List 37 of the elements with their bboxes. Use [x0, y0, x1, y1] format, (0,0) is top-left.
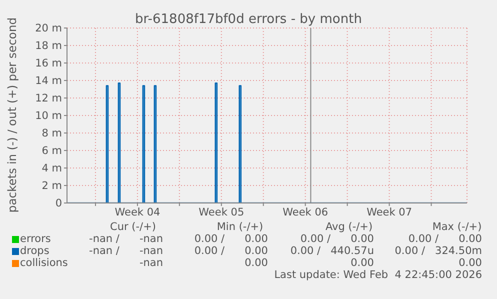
chart-title: br-61808f17bf0d errors - by month: [135, 12, 362, 27]
text: 0.00: [350, 257, 374, 269]
y-tick-label: 20 m: [35, 22, 62, 35]
text: -nan / -nan: [89, 233, 163, 245]
y-tick-label: 12 m: [35, 92, 62, 105]
text: Cur (-/+): [110, 221, 156, 233]
text: -nan: [139, 257, 163, 269]
y-axis-title: packets in (-) / out (+) per second: [5, 17, 19, 213]
text: 0.00 / 324.50m: [394, 245, 482, 257]
text: 0.00 / 0.00: [194, 245, 268, 257]
text: Last update: Wed Feb 4 22:45:00 2026: [274, 269, 482, 281]
y-tick-label: 10 m: [35, 110, 62, 122]
text: 0.00: [458, 257, 482, 269]
text: 0.00 / 0.00: [408, 233, 482, 245]
text: -nan / -nan: [89, 245, 163, 257]
text: 0.00 / 0.00: [300, 233, 374, 245]
text: 0.00 / 440.57u: [290, 245, 374, 257]
y-tick-label: 16 m: [35, 58, 62, 70]
y-tick-label: 4 m: [42, 162, 62, 175]
text: Max (-/+): [432, 221, 482, 233]
x-tick-label: Week 07: [366, 206, 412, 218]
legend-label: errors: [20, 233, 51, 245]
text: 0.00 / 0.00: [194, 233, 268, 245]
y-tick-label: 6 m: [42, 145, 62, 158]
y-tick-label: 18 m: [35, 40, 62, 52]
legend-label: drops: [20, 245, 50, 257]
legend-label: collisions: [20, 257, 68, 269]
y-tick-label: 8 m: [42, 128, 62, 140]
y-tick-label: 0: [55, 198, 62, 210]
text: Avg (-/+): [325, 221, 373, 233]
y-tick-label: 2 m: [42, 180, 62, 192]
x-tick-label: Week 04: [114, 206, 161, 218]
x-tick-label: Week 06: [282, 206, 328, 218]
y-tick-label: 14 m: [35, 75, 62, 88]
text: 0.00: [244, 257, 268, 269]
text: Min (-/+): [216, 221, 264, 233]
x-tick-label: Week 05: [198, 206, 244, 218]
